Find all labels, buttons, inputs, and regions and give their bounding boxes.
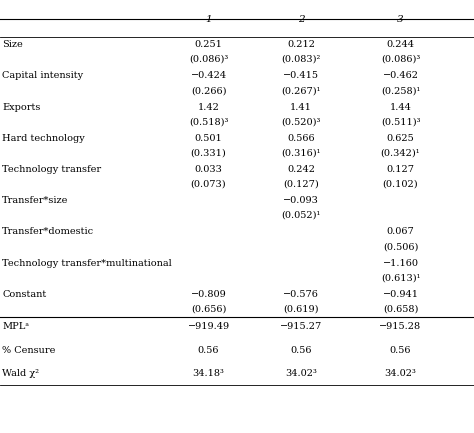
Text: −915.28: −915.28 — [380, 322, 421, 331]
Text: 34.02³: 34.02³ — [384, 369, 417, 378]
Text: 34.18³: 34.18³ — [192, 369, 225, 378]
Text: 0.067: 0.067 — [387, 227, 414, 236]
Text: 0.56: 0.56 — [290, 346, 312, 355]
Text: −0.415: −0.415 — [283, 71, 319, 81]
Text: 3: 3 — [397, 15, 404, 24]
Text: (0.658): (0.658) — [383, 304, 418, 313]
Text: (0.518)³: (0.518)³ — [189, 117, 228, 126]
Text: −0.093: −0.093 — [283, 196, 319, 205]
Text: 0.625: 0.625 — [387, 134, 414, 143]
Text: % Censure: % Censure — [2, 346, 56, 355]
Text: 1.44: 1.44 — [390, 103, 411, 112]
Text: (0.506): (0.506) — [383, 242, 418, 251]
Text: (0.102): (0.102) — [383, 180, 419, 189]
Text: (0.083)²: (0.083)² — [282, 55, 320, 64]
Text: (0.331): (0.331) — [191, 149, 227, 158]
Text: 1: 1 — [205, 15, 212, 24]
Text: 0.501: 0.501 — [195, 134, 222, 143]
Text: (0.127): (0.127) — [283, 180, 319, 189]
Text: 0.242: 0.242 — [287, 165, 315, 174]
Text: −0.809: −0.809 — [191, 290, 227, 299]
Text: Exports: Exports — [2, 103, 41, 112]
Text: Transfer*size: Transfer*size — [2, 196, 69, 205]
Text: 1.42: 1.42 — [198, 103, 219, 112]
Text: 1.41: 1.41 — [290, 103, 312, 112]
Text: (0.342)¹: (0.342)¹ — [381, 149, 420, 158]
Text: (0.511)³: (0.511)³ — [381, 117, 420, 126]
Text: 0.127: 0.127 — [386, 165, 415, 174]
Text: Size: Size — [2, 40, 23, 49]
Text: −0.576: −0.576 — [283, 290, 319, 299]
Text: Technology transfer*multinational: Technology transfer*multinational — [2, 259, 172, 268]
Text: (0.656): (0.656) — [191, 304, 226, 313]
Text: (0.258)¹: (0.258)¹ — [381, 86, 420, 95]
Text: (0.073): (0.073) — [191, 180, 227, 189]
Text: 0.033: 0.033 — [195, 165, 222, 174]
Text: Capital intensity: Capital intensity — [2, 71, 83, 81]
Text: (0.619): (0.619) — [283, 304, 319, 313]
Text: Constant: Constant — [2, 290, 46, 299]
Text: −915.27: −915.27 — [280, 322, 322, 331]
Text: (0.613)¹: (0.613)¹ — [381, 273, 420, 282]
Text: 0.56: 0.56 — [390, 346, 411, 355]
Text: Wald χ²: Wald χ² — [2, 369, 39, 378]
Text: 0.244: 0.244 — [386, 40, 415, 49]
Text: −0.462: −0.462 — [383, 71, 419, 81]
Text: −0.941: −0.941 — [383, 290, 419, 299]
Text: −1.160: −1.160 — [383, 259, 419, 268]
Text: 0.251: 0.251 — [195, 40, 222, 49]
Text: 2: 2 — [298, 15, 304, 24]
Text: −0.424: −0.424 — [191, 71, 227, 81]
Text: Hard technology: Hard technology — [2, 134, 85, 143]
Text: (0.266): (0.266) — [191, 86, 226, 95]
Text: (0.267)¹: (0.267)¹ — [281, 86, 321, 95]
Text: (0.086)³: (0.086)³ — [381, 55, 420, 64]
Text: 34.02³: 34.02³ — [285, 369, 317, 378]
Text: 0.566: 0.566 — [287, 134, 315, 143]
Text: −919.49: −919.49 — [188, 322, 229, 331]
Text: 0.56: 0.56 — [198, 346, 219, 355]
Text: Technology transfer: Technology transfer — [2, 165, 101, 174]
Text: MPLᵃ: MPLᵃ — [2, 322, 29, 331]
Text: (0.520)³: (0.520)³ — [281, 117, 321, 126]
Text: Transfer*domestic: Transfer*domestic — [2, 227, 94, 236]
Text: (0.052)¹: (0.052)¹ — [281, 211, 321, 220]
Text: (0.316)¹: (0.316)¹ — [281, 149, 321, 158]
Text: (0.086)³: (0.086)³ — [189, 55, 228, 64]
Text: 0.212: 0.212 — [287, 40, 315, 49]
